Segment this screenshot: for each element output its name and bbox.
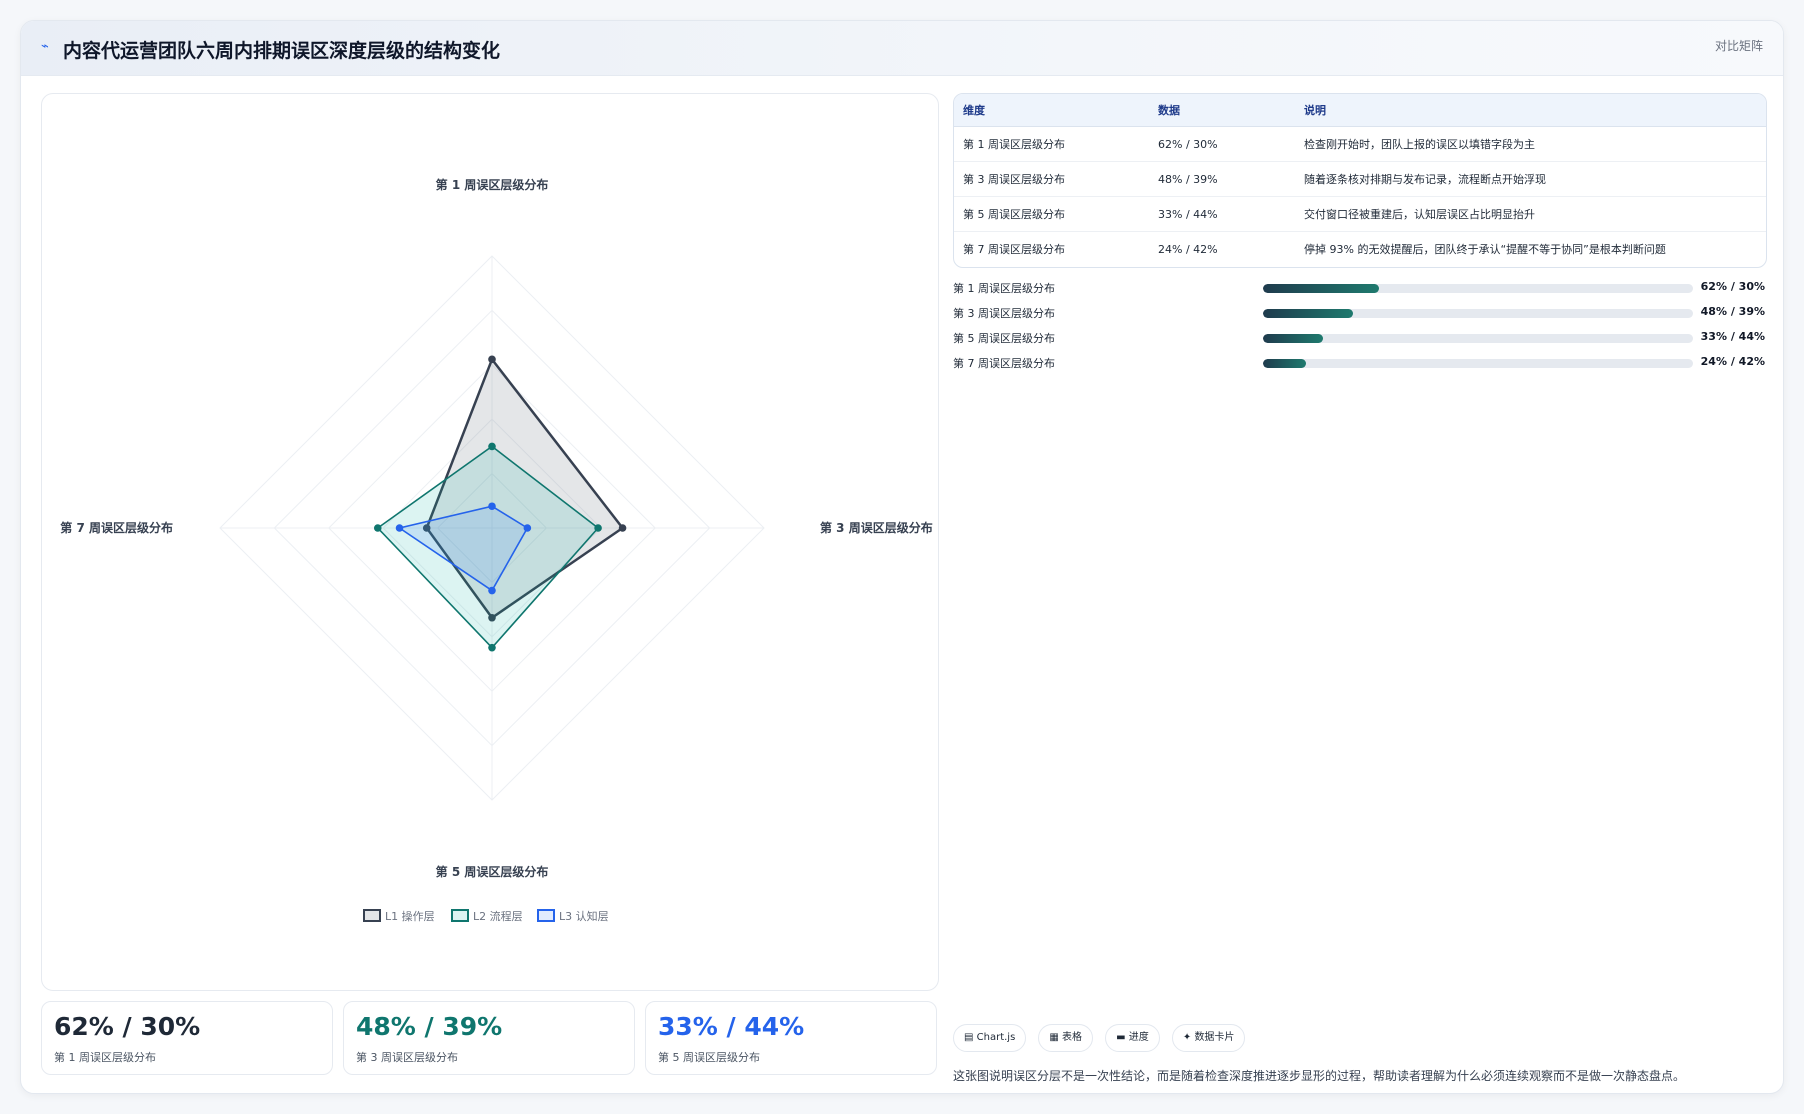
progress-fill [1263,309,1354,318]
progress-icon: ▬ [1116,1032,1126,1043]
legend-swatch [363,909,381,922]
table-cell: 24% / 42% [1158,242,1218,256]
page-title: 内容代运营团队六周内排期误区深度层级的结构变化 [63,40,501,62]
radar-axis-label: 第 5 周误区层级分布 [436,864,549,879]
stat-value: 33% / 44% [658,1012,805,1041]
progress-row: 第 1 周误区层级分布 62% / 30% [953,279,1765,304]
progress-value: 24% / 42% [1700,355,1765,368]
progress-list: 第 1 周误区层级分布 62% / 30% 第 3 周误区层级分布 48% / … [953,279,1765,379]
table-header: 说明 [1295,94,1766,127]
table-header-row: 维度 数据 说明 [954,94,1766,127]
progress-row: 第 7 周误区层级分布 24% / 42% [953,354,1765,379]
table-row: 第 1 周误区层级分布 62% / 30% 检查刚开始时，团队上报的误区以填错字… [954,126,1766,162]
tag-label: Chart.js [976,1032,1016,1043]
table-cell: 第 3 周误区层级分布 [954,161,1149,197]
mode-label[interactable]: 对比矩阵 [1714,39,1763,53]
radar-axis-label: 第 1 周误区层级分布 [436,177,549,192]
dashboard-card: ⌁ 内容代运营团队六周内排期误区深度层级的结构变化 对比矩阵 第 1 周误区层级… [20,20,1784,1094]
tag-label: 进度 [1128,1032,1149,1043]
comparison-table: 维度 数据 说明 第 1 周误区层级分布 62% / 30% 检查刚开始时，团队… [953,93,1767,268]
radar-data-point [488,586,496,595]
stat-value: 48% / 39% [356,1012,503,1041]
progress-value: 48% / 39% [1700,305,1765,318]
table-header: 数据 [1149,94,1295,127]
tag-data-card[interactable]: ✦ 数据卡片 [1171,1024,1246,1052]
table-cell: 第 1 周误区层级分布 [954,126,1149,162]
table-cell: 48% / 39% [1149,161,1295,197]
table-header: 维度 [954,94,1149,127]
progress-fill [1263,284,1380,293]
footnote: 这张图说明误区分层不是一次性结论，而是随着检查深度推进逐步显形的过程，帮助读者理… [953,1069,1686,1083]
tag-list: ▤ Chart.js ▦ 表格 ▬ 进度 ✦ 数据卡片 [953,1024,1252,1052]
table-icon: ▦ [1049,1032,1059,1043]
legend-label: L1 操作层 [385,909,435,923]
table-cell: 随着逐条核对排期与发布记录，流程断点开始浮现 [1295,161,1766,197]
stat-label: 第 1 周误区层级分布 [54,1051,156,1064]
tag-progress[interactable]: ▬ 进度 [1105,1024,1160,1052]
stat-value: 62% / 30% [54,1012,201,1041]
stat-card-3: 33% / 44% 第 5 周误区层级分布 [645,1001,937,1075]
table-cell: 第 7 周误区层级分布 [963,243,1065,256]
table-row: 第 3 周误区层级分布 48% / 39% 随着逐条核对排期与发布记录，流程断点… [954,161,1766,197]
radar-data-point [523,524,532,532]
progress-row: 第 5 周误区层级分布 33% / 44% [953,329,1765,354]
progress-label: 第 7 周误区层级分布 [953,357,1055,370]
progress-track [1263,284,1693,293]
progress-value: 62% / 30% [1700,280,1765,293]
legend-swatch [537,909,555,922]
tag-chartjs[interactable]: ▤ Chart.js [953,1024,1027,1052]
progress-value: 33% / 44% [1700,330,1765,343]
radar-axis-label: 第 3 周误区层级分布 [820,520,933,535]
legend-label: L3 认知层 [559,909,609,923]
stat-card-1: 62% / 30% 第 1 周误区层级分布 [41,1001,333,1075]
stat-label: 第 3 周误区层级分布 [356,1051,458,1064]
radar-axis-label: 第 7 周误区层级分布 [60,520,173,535]
table-cell: 第 5 周误区层级分布 [954,196,1149,232]
radar-data-point [395,524,404,532]
table-row: 第 5 周误区层级分布 33% / 44% 交付窗口径被重建后，认知层误区占比明… [954,196,1766,232]
progress-row: 第 3 周误区层级分布 48% / 39% [953,304,1765,329]
table-cell: 交付窗口径被重建后，认知层误区占比明显抬升 [1295,196,1766,232]
radar-data-point [422,524,431,532]
tag-table[interactable]: ▦ 表格 [1038,1024,1094,1052]
progress-fill [1263,359,1306,368]
chart-line-icon: ⌁ [41,39,49,54]
radar-data-point [373,524,382,532]
header: ⌁ 内容代运营团队六周内排期误区深度层级的结构变化 对比矩阵 [21,21,1783,76]
table-cell: 停掉 93% 的无效提醒后，团队终于承认“提醒不等于协同”是根本判断问题 [1304,243,1666,256]
legend-label: L2 流程层 [473,909,523,923]
radar-data-point [488,502,496,511]
stat-card-2: 48% / 39% 第 3 周误区层级分布 [343,1001,635,1075]
table-row: 第 7 周误区层级分布 24% / 42% 停掉 93% 的无效提醒后，团队终于… [954,232,1766,267]
radar-chart-panel: 第 1 周误区层级分布第 3 周误区层级分布第 5 周误区层级分布 第 7 周误区… [41,93,939,991]
progress-label: 第 1 周误区层级分布 [953,282,1055,295]
table-cell: 33% / 44% [1149,196,1295,232]
stat-label: 第 5 周误区层级分布 [658,1051,760,1064]
radar-data-point [488,643,496,652]
card-icon: ✦ [1182,1032,1192,1043]
radar-data-point [488,355,496,364]
progress-fill [1263,334,1324,343]
progress-track [1263,359,1693,368]
table-cell: 62% / 30% [1149,126,1295,162]
tag-label: 数据卡片 [1194,1032,1235,1043]
progress-label: 第 3 周误区层级分布 [953,307,1055,320]
progress-label: 第 5 周误区层级分布 [953,332,1055,345]
radar-data-point [594,524,602,532]
radar-data-point [488,613,496,622]
legend-swatch [451,909,469,922]
radar-data-point [488,442,496,451]
progress-track [1263,334,1693,343]
tag-label: 表格 [1062,1032,1083,1043]
progress-track [1263,309,1693,318]
table-cell: 检查刚开始时，团队上报的误区以填错字段为主 [1295,126,1766,162]
radar-data-point [618,524,627,532]
chart-icon: ▤ [964,1032,974,1043]
